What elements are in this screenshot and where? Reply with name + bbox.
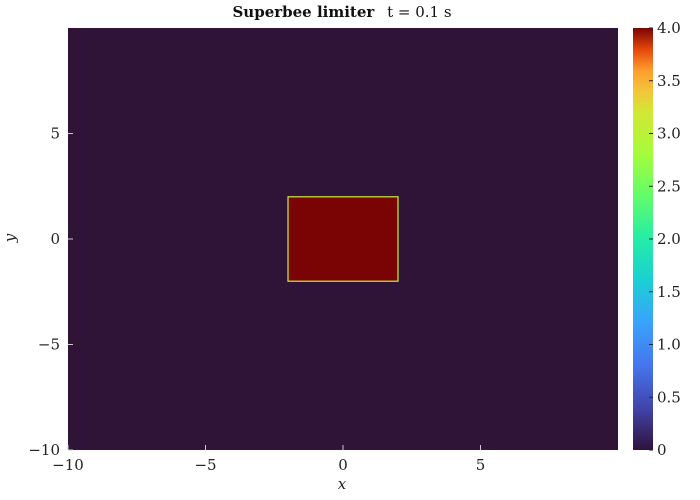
x-tick-label: −5 [194,456,216,474]
x-tick-label: 5 [476,456,486,474]
colorbar-tick-label: 0.5 [657,388,681,406]
colorbar [633,28,653,450]
x-axis-label: x [338,475,347,493]
y-tick-label: 0 [50,230,60,248]
colorbar-tick-label: 3.0 [657,125,681,143]
colorbar-ticks: 0 0.5 1.0 1.5 2.0 2.5 3.0 3.5 4.0 [649,19,681,459]
colorbar-tick-label: 2.5 [657,177,681,195]
heatmap-region [287,196,399,282]
colorbar-tick-label: 3.5 [657,72,681,90]
colorbar-tick-label: 0 [657,441,667,459]
chart-title-bold: Superbee limiter [232,3,375,21]
colorbar-tick-label: 2.0 [657,230,681,248]
x-tick-label: −10 [52,456,84,474]
y-tick-label: 5 [50,125,60,143]
x-axis-ticks: −10 −5 0 5 [52,445,485,474]
y-axis-ticks: −10 −5 0 5 [28,125,73,459]
colorbar-tick-label: 1.5 [657,283,681,301]
colorbar-tick-label: 1.0 [657,336,681,354]
y-tick-label: −5 [38,336,60,354]
chart-title: Superbee limiter t = 0.1 s [232,3,451,21]
colorbar-tick-label: 4.0 [657,19,681,37]
x-tick-label: 0 [338,456,348,474]
y-axis-label: y [1,233,19,243]
y-tick-label: −10 [28,441,60,459]
chart-title-rest: t = 0.1 s [387,3,451,21]
